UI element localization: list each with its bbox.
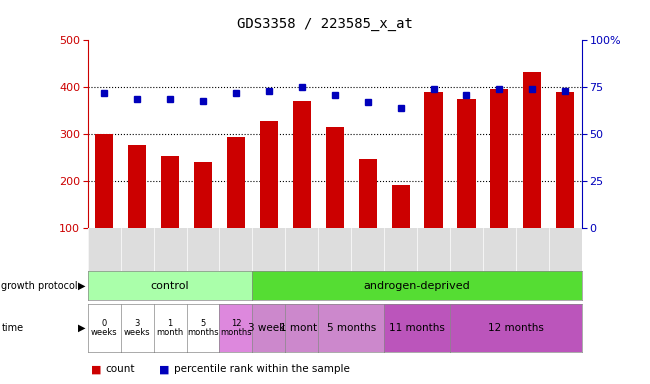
Text: 3 weeks: 3 weeks [248,323,291,333]
Bar [292,101,311,228]
Text: 5
months: 5 months [187,319,219,338]
Text: time: time [1,323,23,333]
Text: growth protocol: growth protocol [1,281,78,291]
Bar [359,159,377,228]
Text: GDS3358 / 223585_x_at: GDS3358 / 223585_x_at [237,17,413,31]
Text: percentile rank within the sample: percentile rank within the sample [174,364,350,374]
Bar [194,162,212,228]
Bar [424,92,443,228]
Bar [95,134,113,228]
Text: 0
weeks: 0 weeks [91,319,118,338]
Text: 12
months: 12 months [220,319,252,338]
Text: 11 months: 11 months [389,323,445,333]
Bar [391,185,410,228]
Text: ■: ■ [91,364,101,374]
Bar [458,99,476,228]
Text: control: control [151,281,189,291]
Text: 1 month: 1 month [280,323,324,333]
Bar [227,137,245,228]
Text: ▶: ▶ [77,281,85,291]
Bar [523,72,541,228]
Text: androgen-deprived: androgen-deprived [364,281,471,291]
Text: 12 months: 12 months [488,323,544,333]
Text: count: count [105,364,135,374]
Text: 1
month: 1 month [157,319,184,338]
Text: 3
weeks: 3 weeks [124,319,150,338]
Bar [128,145,146,228]
Bar [326,127,344,228]
Bar [556,92,575,228]
Text: ▶: ▶ [77,323,85,333]
Bar [161,156,179,228]
Text: 5 months: 5 months [326,323,376,333]
Text: ■: ■ [159,364,170,374]
Bar [490,89,508,228]
Bar [260,121,278,228]
